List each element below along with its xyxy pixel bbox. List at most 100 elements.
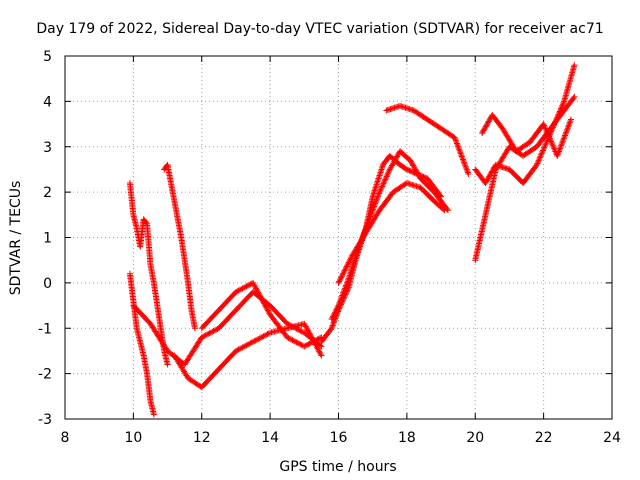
data-point [298,328,305,335]
data-point [557,107,564,114]
data-point [303,324,310,331]
y-tick-label: 0 [43,276,52,292]
data-point [564,126,571,133]
data-point [238,286,245,293]
data-point [285,335,292,342]
data-point [563,129,570,136]
data-point [374,193,381,200]
data-point [338,295,345,302]
data-point [546,135,553,142]
data-point [465,170,472,177]
data-point [558,105,565,112]
data-point [558,141,565,148]
data-point [413,169,420,176]
data-point [343,282,350,289]
data-point [559,139,566,146]
data-point [543,128,550,135]
data-point [394,152,401,159]
data-point [540,147,547,154]
y-tick-label: 2 [43,185,52,201]
data-point [407,168,414,175]
data-point [560,136,567,143]
data-point [336,299,343,306]
data-point [294,339,301,346]
data-point [347,255,354,262]
data-point [413,167,420,174]
data-point [240,284,247,291]
data-point [262,303,269,310]
data-point [375,191,382,198]
data-point [381,177,388,184]
data-point [387,165,394,172]
data-point [315,346,322,353]
data-point [561,133,568,140]
data-point [376,189,383,196]
y-axis-label: SDTVAR / TECUs [8,181,24,296]
data-point [206,330,213,337]
data-point [329,322,336,329]
data-point [440,206,447,213]
data-point [258,295,265,302]
data-point [242,343,249,350]
data-point [239,285,246,292]
data-point [302,323,309,330]
data-point [248,339,255,346]
data-point [538,151,545,158]
data-point [384,170,391,177]
data-point [462,163,469,170]
data-point [143,219,150,226]
data-point [256,335,263,342]
data-point [330,321,337,328]
data-point [330,312,337,319]
data-point [557,144,564,151]
data-point [381,179,388,186]
data-point [455,144,462,151]
data-point [328,325,335,332]
data-point [340,268,347,275]
data-point [567,117,574,124]
data-point [386,167,393,174]
data-point [150,411,157,418]
data-point [288,336,295,343]
data-point [540,146,547,153]
data-point [334,303,341,310]
data-point [256,292,263,299]
data-point [456,147,463,154]
data-point [561,132,568,139]
data-point [453,140,460,147]
data-point [378,184,385,191]
data-point [551,145,558,152]
data-point [235,346,242,353]
data-point [394,153,401,160]
data-point [542,125,549,132]
data-point [251,282,258,289]
data-point [384,172,391,179]
data-point [252,284,259,291]
data-point [307,331,314,338]
data-point [255,290,262,297]
data-point [484,176,491,183]
data-point [480,127,487,134]
data-point [305,328,312,335]
data-point [259,333,266,340]
data-point [483,122,490,129]
data-point [549,124,556,131]
x-axis-label: GPS time / hours [279,459,396,475]
data-point [337,298,344,305]
data-point [261,332,268,339]
data-point [377,186,384,193]
data-point [392,156,399,163]
data-point [252,337,259,344]
data-point [368,210,375,217]
data-point [296,340,303,347]
data-point [565,123,572,130]
data-point [382,176,389,183]
data-point [315,335,322,342]
chart-title: Day 179 of 2022, Sidereal Day-to-day VTE… [36,21,603,37]
data-point [317,351,324,358]
data-point [534,160,541,167]
data-point [250,281,257,288]
data-point [377,187,384,194]
data-point [234,347,241,354]
data-point [391,157,398,164]
